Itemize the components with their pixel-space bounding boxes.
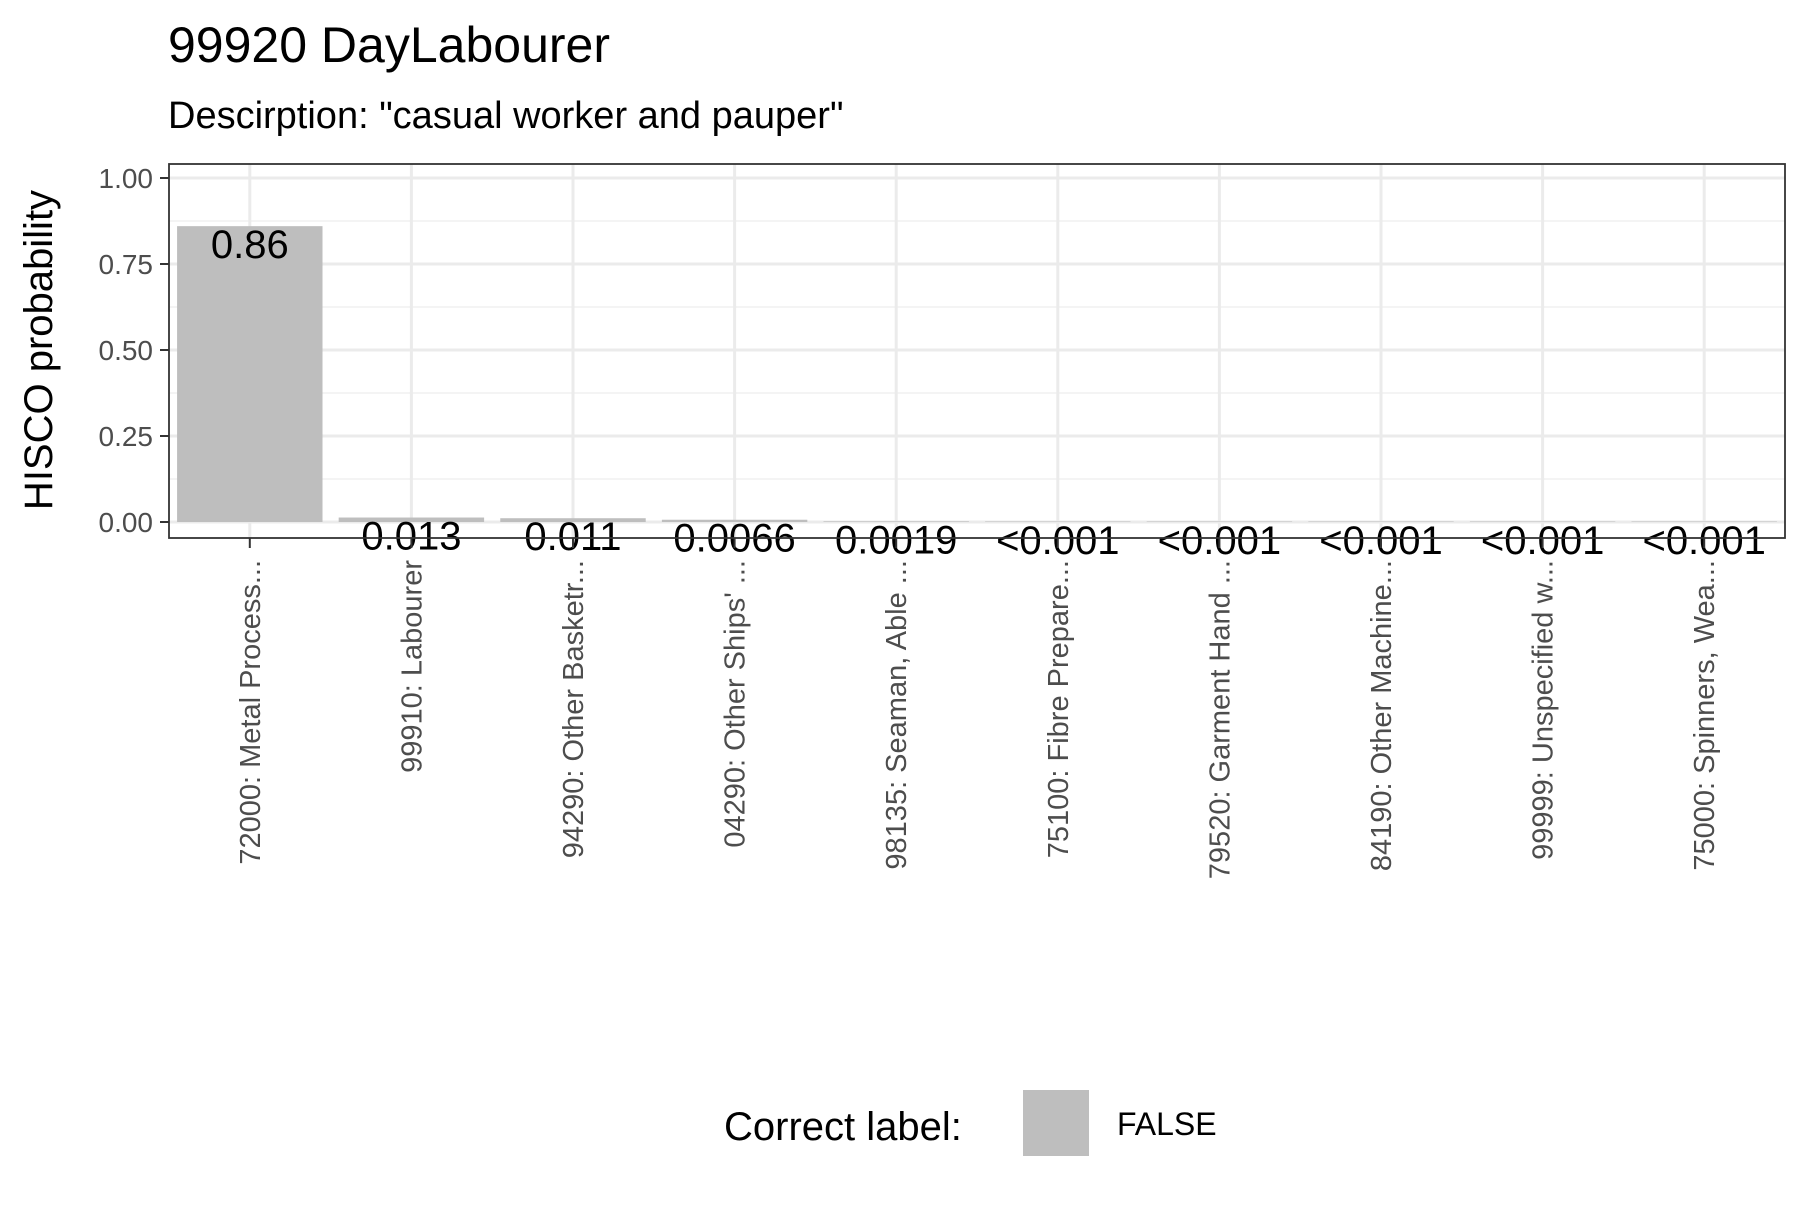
bar-value-label: 0.013 bbox=[361, 515, 461, 559]
x-tick-label: 72000: Metal Process... bbox=[235, 560, 267, 865]
chart-title: 99920 DayLabourer bbox=[168, 17, 610, 73]
bar bbox=[661, 519, 808, 522]
bar bbox=[1308, 521, 1454, 522]
chart-subtitle: Descirption: "casual worker and pauper" bbox=[168, 95, 843, 137]
bar bbox=[823, 521, 969, 522]
x-tick-label: 98135: Seaman, Able ... bbox=[881, 560, 913, 870]
bars bbox=[177, 226, 1777, 522]
y-axis-label: HISCO probability bbox=[17, 190, 61, 510]
legend: Correct label: FALSE bbox=[724, 1090, 1217, 1156]
bar bbox=[1631, 521, 1777, 522]
bar bbox=[985, 521, 1131, 522]
x-tick-label: 99910: Labourer bbox=[396, 560, 428, 773]
x-tick-label: 75100: Fibre Prepare... bbox=[1043, 560, 1075, 858]
bar bbox=[177, 226, 323, 522]
bar bbox=[1146, 521, 1293, 522]
x-tick-label: 94290: Other Basketr... bbox=[558, 560, 590, 858]
y-tick-label: 0.00 bbox=[99, 507, 154, 538]
legend-label-false: FALSE bbox=[1117, 1106, 1217, 1142]
bar bbox=[500, 518, 646, 522]
x-tick-label: 04290: Other Ships' ... bbox=[720, 560, 752, 848]
x-axis: 72000: Metal Process... 99910: Labourer 94… bbox=[235, 538, 1721, 879]
bar bbox=[338, 517, 485, 522]
y-tick-label: 1.00 bbox=[99, 163, 154, 194]
y-tick-label: 0.25 bbox=[99, 421, 154, 452]
x-tick-label: 84190: Other Machine... bbox=[1366, 560, 1398, 871]
y-tick-label: 0.50 bbox=[99, 335, 154, 366]
y-axis: 0.00 0.25 0.50 0.75 1.00 bbox=[99, 163, 169, 538]
x-tick-label: 75000: Spinners, Wea... bbox=[1689, 560, 1721, 871]
bar-value-label: 0.86 bbox=[211, 223, 289, 267]
legend-key-false bbox=[1023, 1090, 1089, 1156]
legend-title: Correct label: bbox=[724, 1105, 962, 1149]
x-tick-label: 79520: Garment Hand ... bbox=[1204, 560, 1236, 879]
x-tick-label: 99999: Unspecified w... bbox=[1528, 560, 1560, 860]
y-tick-label: 0.75 bbox=[99, 249, 154, 280]
bar bbox=[1469, 521, 1616, 522]
